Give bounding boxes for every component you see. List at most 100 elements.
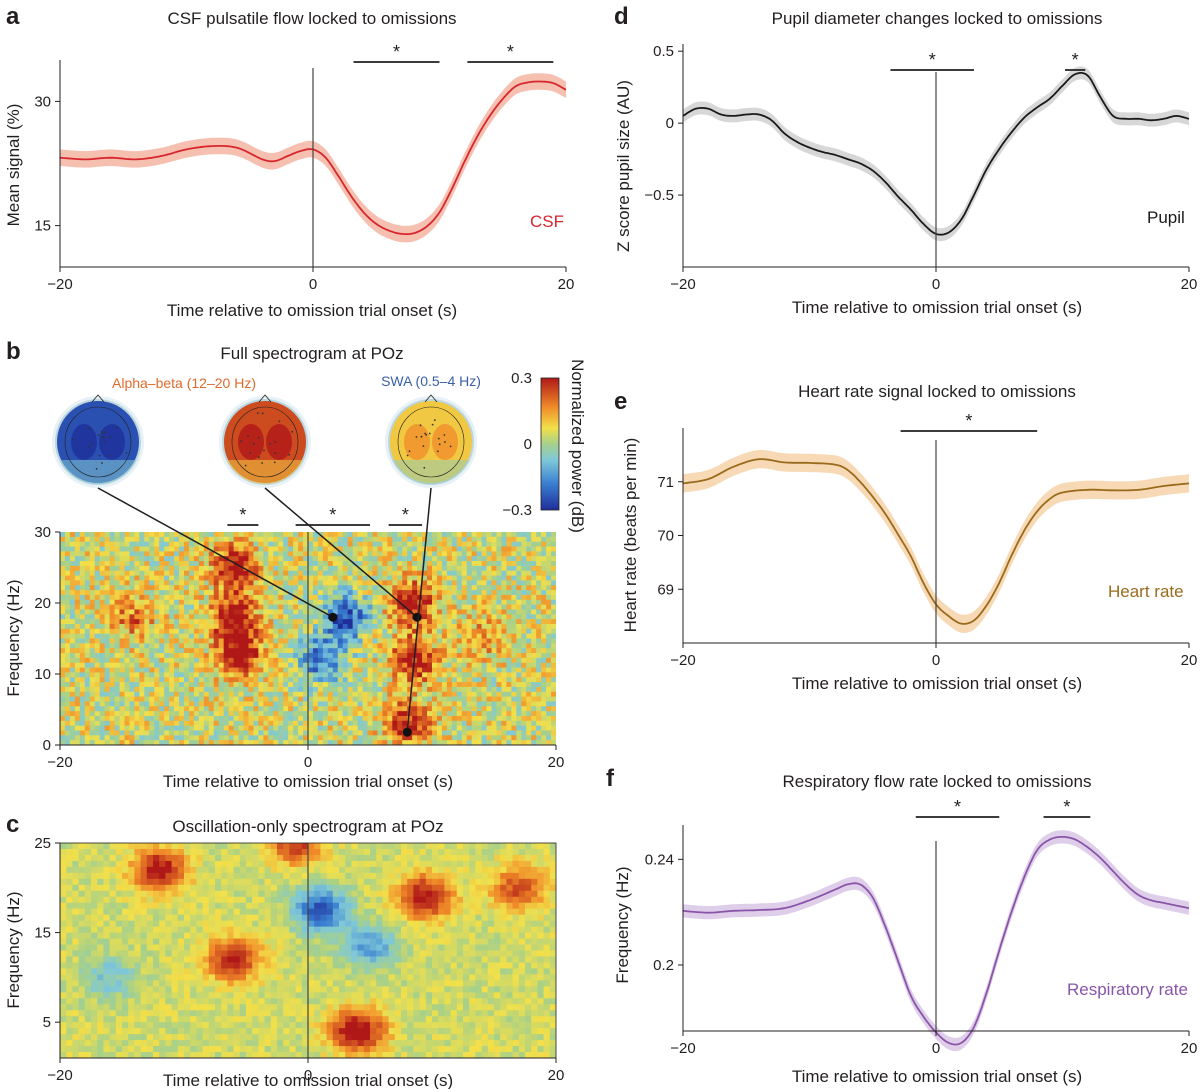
heatmap-cell-b [174,633,180,640]
heatmap-cell-b [149,594,155,601]
heatmap-cell-b [521,580,527,586]
heatmap-cell-b [243,619,250,625]
heatmap-cell-b [89,633,96,640]
heatmap-cell-b [208,735,215,741]
heatmap-cell-b [218,565,225,572]
heatmap-cell-b [109,715,116,722]
heatmap-cell-b [337,667,344,673]
heatmap-cell-b [139,682,145,688]
heatmap-cell-c [84,944,92,952]
heatmap-cell-b [303,662,309,669]
heatmap-cell-b [169,701,175,707]
heatmap-cell-b [337,725,344,732]
heatmap-cell-b [124,590,131,596]
heatmap-cell-c [66,926,73,934]
heatmap-cell-b [89,623,96,630]
heatmap-cell-b [486,667,493,673]
heatmap-cell-b [466,730,473,736]
heatmap-cell-b [357,536,364,543]
heatmap-cell-b [372,643,379,649]
heatmap-cell-b [104,648,111,654]
heatmap-cell-b [258,711,264,717]
heatmap-cell-b [109,565,116,572]
heatmap-cell-b [551,715,556,722]
heatmap-cell-b [436,691,443,698]
heatmap-cell-b [397,648,403,654]
heatmap-cell-b [491,643,498,649]
heatmap-cell-b [347,580,354,586]
heatmap-cell-b [417,541,423,548]
heatmap-cell-b [184,556,190,562]
heatmap-cell-b [283,701,289,707]
heatmap-cell-b [278,653,284,659]
heatmap-cell-b [164,735,170,741]
heatmap-cell-b [357,614,364,620]
heatmap-cell-b [322,614,329,620]
heatmap-cell-b [441,623,448,630]
heatmap-cell-b [134,735,140,741]
heatmap-cell-c [60,992,67,999]
heatmap-cell-b [471,672,478,678]
heatmap-cell-c [115,866,123,874]
topomap-electrode [101,432,103,435]
heatmap-cell-b [238,740,245,745]
heatmap-cell-b [79,585,86,591]
heatmap-cell-b [268,667,274,673]
heatmap-cell-b [486,701,493,707]
heatmap-cell-b [238,682,245,688]
heatmap-cell-b [74,590,81,596]
heatmap-cell-c [78,866,86,874]
heatmap-cell-b [466,633,473,640]
heatmap-cell-b [79,575,86,582]
topomap-electrode [87,446,90,448]
heatmap-cell-c [84,956,92,964]
heatmap-cell-b [427,570,433,577]
heatmap-cell-b [218,706,225,712]
heatmap-cell-b [188,715,195,722]
heatmap-cell-b [233,590,240,596]
heatmap-cell-b [427,532,433,538]
heatmap-cell-b [248,643,255,649]
heatmap-cell-b [139,614,145,620]
heatmap-cell-b [541,682,547,688]
heatmap-cell-b [372,677,379,683]
heatmap-cell-b [407,633,413,640]
heatmap-cell-b [387,570,393,577]
heatmap-cell-b [511,609,517,615]
heatmap-cell-b [124,536,131,543]
heatmap-cell-b [362,561,369,567]
heatmap-cell-b [124,551,131,557]
heatmap-cell-b [536,667,542,673]
heatmap-cell-b [526,623,532,630]
heatmap-cell-b [382,701,388,707]
heatmap-cell-b [541,711,547,717]
heatmap-cell-b [179,580,185,586]
heatmap-cell-b [312,686,319,693]
heatmap-cell-b [114,706,121,712]
heatmap-cell-b [268,725,274,732]
heatmap-cell-b [481,701,488,707]
heatmap-cell-b [347,565,354,572]
heatmap-cell-b [511,590,517,596]
heatmap-cell-b [412,565,418,572]
heatmap-cell-b [263,691,269,698]
heatmap-cell-b [441,740,448,745]
heatmap-cell-b [441,551,448,557]
heatmap-cell-b [238,701,245,707]
heatmap-cell-b [184,701,190,707]
heatmap-cell-b [342,691,349,698]
heatmap-cell-b [74,667,81,673]
heatmap-cell-b [198,696,205,703]
heatmap-cell-b [312,541,319,548]
heatmap-cell-b [471,551,478,557]
heatmap-cell-b [169,662,175,669]
heatmap-cell-b [233,633,240,640]
heatmap-cell-b [332,604,339,611]
heatmap-cell-b [441,720,448,727]
heatmap-cell-b [198,570,205,577]
heatmap-cell-b [228,590,235,596]
heatmap-cell-b [422,653,428,659]
topomap-electrode [415,436,418,438]
heatmap-cell-b [288,532,294,538]
heatmap-cell-b [164,730,170,736]
